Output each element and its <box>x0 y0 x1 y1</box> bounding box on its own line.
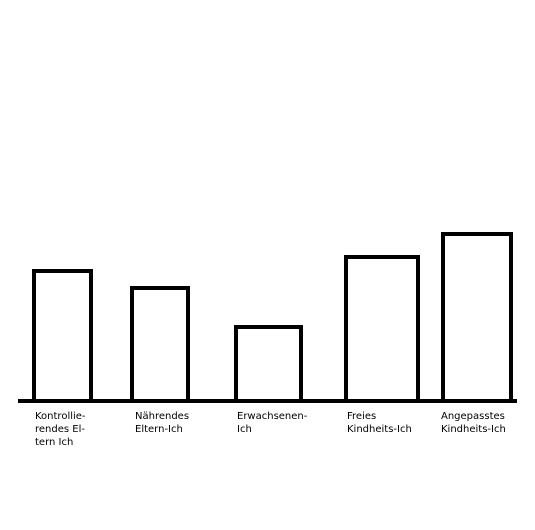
bar-2 <box>130 286 190 403</box>
category-label-line: Kindheits-Ich <box>347 424 412 435</box>
bar-3 <box>234 325 303 403</box>
category-label-line: Nährendes <box>135 411 189 422</box>
category-label-1: Kontrollie-rendes El-tern Ich <box>35 411 86 448</box>
bar-5 <box>441 232 513 403</box>
bar-4 <box>344 255 420 403</box>
category-label-line: Ich <box>237 424 252 435</box>
category-label-line: tern Ich <box>35 437 73 448</box>
category-label-2: Nährendes Eltern-Ich <box>135 411 189 435</box>
category-label-line: Eltern-Ich <box>135 424 183 435</box>
category-label-4: Freies Kindheits-Ich <box>347 411 412 435</box>
category-label-line: Kindheits-Ich <box>441 424 506 435</box>
bars-group <box>32 232 513 403</box>
category-label-5: Angepasstes Kindheits-Ich <box>441 411 506 435</box>
category-label-line: Angepasstes <box>441 411 505 422</box>
category-label-line: Erwachsenen- <box>237 411 308 422</box>
bar-1 <box>32 269 93 403</box>
category-label-3: Erwachsenen- Ich <box>237 411 308 435</box>
category-labels: Kontrollie-rendes El-tern Ich Nährendes El… <box>35 411 506 448</box>
category-label-line: Freies <box>347 411 376 422</box>
category-label-line: Kontrollie- <box>35 411 86 422</box>
category-label-line: rendes El- <box>35 424 85 435</box>
